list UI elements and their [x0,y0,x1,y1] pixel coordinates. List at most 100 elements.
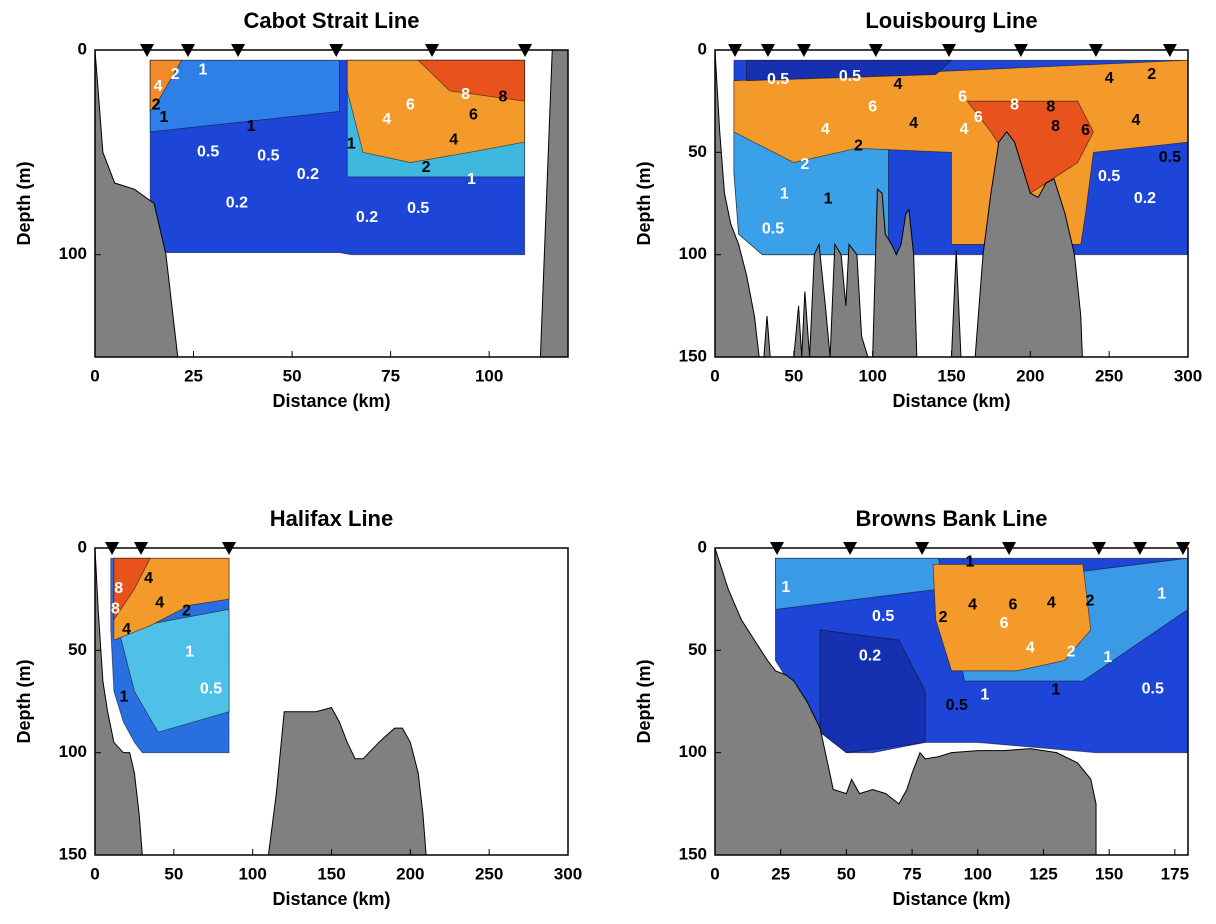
field-region [932,563,1092,672]
chart-title: Cabot Strait Line [243,8,419,33]
contour-label: 6 [469,107,478,124]
y-axis-label: Depth (m) [14,660,34,744]
contour-label: 4 [122,621,131,638]
bathymetry [267,707,427,855]
contour-label: 1 [347,135,356,152]
x-axis-label: Distance (km) [272,391,390,411]
station-marker [728,44,743,57]
contour-label: 0.5 [1159,149,1181,166]
contour-label: 6 [974,109,983,126]
station-marker [868,44,883,57]
contour-label: 1 [120,689,129,706]
y-tick-label: 150 [679,844,707,863]
contour-label: 8 [1010,96,1019,113]
contour-label: 0.5 [946,697,968,714]
station-marker [181,44,196,57]
x-tick-label: 200 [1016,366,1044,385]
y-tick-label: 150 [59,844,87,863]
y-tick-label: 50 [68,640,87,659]
contour-label: 1 [199,62,208,79]
station-marker [843,542,858,555]
contour-label: 0.5 [197,144,219,161]
contour-label: 1 [824,191,833,208]
chart-title: Halifax Line [270,506,393,531]
contour-label: 0.5 [839,68,861,85]
contour-label: 4 [1026,640,1035,657]
contour-label: 6 [868,99,877,116]
contour-label: 0.2 [1134,190,1156,207]
station-marker [941,44,956,57]
contour-label: 6 [1009,597,1018,614]
x-tick-label: 75 [903,864,922,883]
x-axis-label: Distance (km) [272,889,390,909]
field-region [113,557,151,621]
contour-label: 4 [909,115,918,132]
contour-label: 8 [111,601,120,618]
contour-label: 4 [449,131,458,148]
station-marker [1162,44,1177,57]
contour-label: 6 [1000,615,1009,632]
plot-frame [94,49,569,358]
y-tick-label: 150 [679,346,707,365]
contour-label: 1 [965,554,974,571]
x-tick-label: 50 [837,864,856,883]
x-tick-label: 150 [937,366,965,385]
contour-label: 0.2 [356,209,378,226]
contour-label: 0.5 [872,608,894,625]
y-axis-label: Depth (m) [634,162,654,246]
x-tick-label: 150 [317,864,345,883]
contour-label: 0.5 [1142,680,1164,697]
contour-label: 0.2 [859,648,881,665]
contour-label: 1 [780,186,789,203]
x-tick-label: 250 [1095,366,1123,385]
bathymetry [539,50,568,357]
x-tick-label: 50 [784,366,803,385]
contour-label: 4 [155,594,164,611]
station-marker [1091,542,1106,555]
station-marker [140,44,155,57]
x-tick-label: 0 [710,864,719,883]
contour-label: 6 [958,88,967,105]
station-marker [1132,542,1147,555]
contour-label: 4 [821,121,830,138]
contour-label: 1 [980,687,989,704]
station-marker [770,542,785,555]
field-region [966,100,1094,194]
x-tick-label: 175 [1161,864,1189,883]
contour-label: 8 [1046,99,1055,116]
contour-label: 2 [1147,66,1156,83]
x-tick-label: 100 [858,366,886,385]
contour-label: 0.5 [762,221,784,238]
station-marker [1088,44,1103,57]
station-marker [1002,542,1017,555]
contour-label: 0.2 [297,166,319,183]
x-tick-label: 150 [1095,864,1123,883]
station-marker [1013,44,1028,57]
contour-label: 2 [1086,592,1095,609]
contour-label: 4 [382,111,391,128]
contour-label: 6 [406,96,415,113]
field-region [746,59,953,82]
x-tick-label: 50 [164,864,183,883]
contour-label: 1 [467,171,476,188]
y-tick-label: 100 [679,244,707,263]
bathymetry [95,548,143,855]
chart-title: Browns Bank Line [856,506,1048,531]
contour-label: 8 [1051,118,1060,135]
x-tick-label: 50 [283,366,302,385]
x-tick-label: 0 [710,366,719,385]
contour-label: 8 [114,580,123,597]
contour-label: 1 [1157,585,1166,602]
contour-label: 2 [939,609,948,626]
y-tick-label: 100 [679,742,707,761]
x-axis-label: Distance (km) [892,391,1010,411]
contour-label: 2 [171,66,180,83]
contour-label: 4 [144,570,153,587]
contour-label: 1 [1051,682,1060,699]
station-marker [105,542,120,555]
contour-label: 2 [854,137,863,154]
